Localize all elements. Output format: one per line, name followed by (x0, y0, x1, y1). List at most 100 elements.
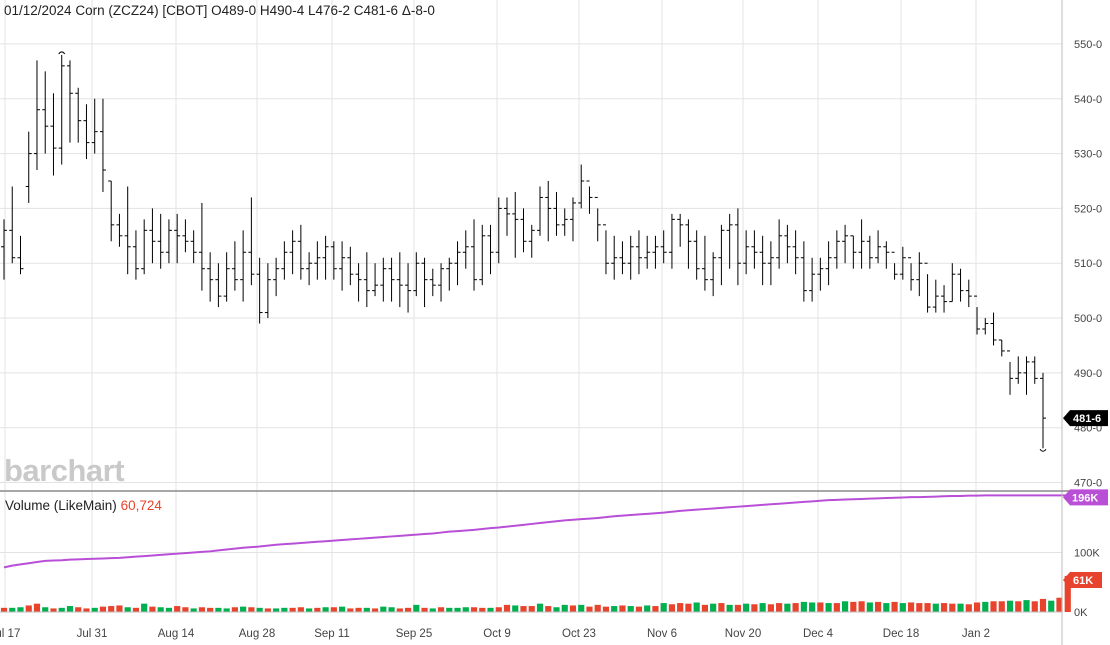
ohlc-bar (58, 54, 65, 165)
time-tick-label: Sep 25 (396, 628, 432, 640)
volume-bar (75, 607, 82, 612)
volume-bar (503, 604, 511, 612)
volume-bar (495, 607, 502, 612)
volume-bar (710, 603, 717, 612)
volume-bar (924, 603, 931, 612)
volume-bar (470, 607, 478, 612)
header-symbol: Corn (ZCZ24) [CBOT] (75, 3, 208, 18)
ohlc-bar (809, 257, 816, 302)
ohlc-bar (965, 279, 972, 308)
volume-bar (858, 601, 865, 612)
volume-bar (545, 606, 552, 612)
volume-header: Volume (LikeMain) 60,724 (5, 498, 162, 513)
volume-bar (990, 601, 997, 612)
ohlc-bar (842, 224, 849, 264)
volume-bar (174, 606, 181, 612)
volume-bar (42, 607, 49, 612)
ohlc-bar (256, 257, 263, 324)
volume-bar (784, 603, 791, 612)
ohlc-bar (1031, 356, 1038, 384)
ohlc-bar (545, 180, 552, 242)
ohlc-bar (190, 230, 197, 264)
volume-bar (800, 601, 807, 612)
header-date: 01/12/2024 (4, 3, 72, 18)
header-high: H490-4 (259, 3, 305, 18)
ohlc-bar (1040, 372, 1046, 449)
ohlc-bar (949, 263, 956, 303)
ohlc-bar (850, 235, 857, 269)
volume-bar (141, 603, 148, 612)
ohlc-bar (347, 246, 354, 286)
ohlc-bar (124, 186, 131, 275)
ohlc-bar (231, 241, 238, 291)
ohlc-bar (784, 224, 791, 264)
ohlc-bar (207, 252, 214, 302)
volume-badge: 61K (1063, 572, 1102, 588)
ohlc-bar (132, 230, 139, 280)
ohlc-bar (767, 241, 774, 286)
volume-bar (437, 607, 445, 612)
volume-bar (907, 602, 915, 612)
volume-bar (611, 606, 618, 612)
volume-bar (578, 604, 585, 612)
price-tick-label: 540-0 (1074, 94, 1102, 106)
ohlc-bar (25, 131, 32, 203)
ohlc-bar (594, 196, 601, 242)
volume-bar (248, 607, 255, 612)
ohlc-bar (652, 235, 659, 269)
volume-bar (569, 605, 577, 612)
ohlc-bar (701, 235, 708, 291)
volume-bar (116, 605, 123, 612)
ohlc-bar (726, 213, 733, 269)
ohlc-bar (561, 208, 568, 236)
volume-bar (1006, 600, 1014, 612)
volume-bar (660, 603, 667, 612)
volume-bar (1031, 601, 1038, 612)
ohlc-bar (314, 241, 321, 280)
ohlc-bar (75, 87, 82, 143)
grid (0, 0, 1062, 613)
ohlc-bar (99, 98, 106, 192)
ohlc-bar (924, 262, 931, 313)
time-tick-label: Nov 20 (725, 628, 761, 640)
volume-bar (289, 607, 296, 612)
average-volume-badge: 196K (1063, 489, 1108, 506)
volume-bar (273, 608, 280, 612)
time-tick-label: Jul 31 (77, 628, 108, 640)
volume-bar (850, 601, 857, 612)
volume-bar (198, 607, 205, 612)
ohlc-bar (569, 197, 576, 242)
volume-bar (1023, 600, 1030, 612)
volume-bar (231, 607, 238, 612)
ohlc-bar (627, 235, 634, 280)
volume-bar (528, 606, 535, 612)
volume-bar (371, 608, 379, 612)
ohlc-bar (908, 257, 915, 291)
volume-bar (932, 603, 939, 612)
ohlc-bar (429, 268, 436, 297)
price-tick-label: 530-0 (1074, 149, 1102, 161)
volume-bar (50, 608, 57, 612)
ohlc-bar (602, 224, 609, 275)
ohlc-bar (528, 224, 535, 258)
volume-bar (594, 604, 601, 612)
ohlc-bar (635, 230, 642, 275)
ohlc-bar (974, 295, 981, 335)
ohlc-bar (734, 208, 741, 286)
volume-bar (743, 603, 750, 612)
ohlc-bar (83, 104, 90, 160)
volume-bar (17, 607, 24, 612)
volume-bar (520, 606, 527, 612)
volume-bar (627, 606, 634, 612)
ohlc-bar (875, 230, 882, 264)
ohlc-bar (372, 263, 379, 297)
ohlc-bar (165, 219, 172, 264)
ohlc-bar (751, 230, 758, 269)
price-tick-label: 470-0 (1074, 478, 1102, 490)
volume-bar (949, 603, 956, 612)
volume-bar (1056, 597, 1063, 612)
volume-bar (165, 607, 173, 612)
ohlc-bar (330, 241, 337, 280)
ohlc-bar (932, 279, 939, 313)
